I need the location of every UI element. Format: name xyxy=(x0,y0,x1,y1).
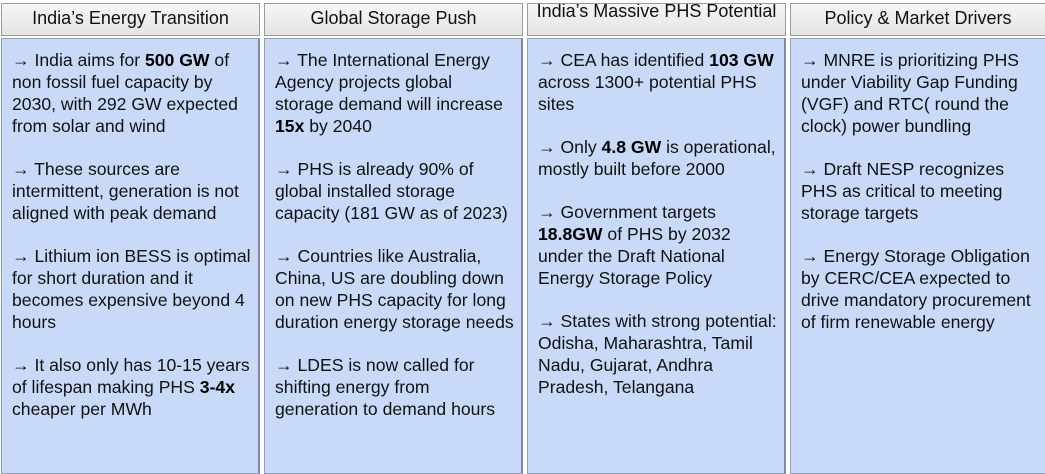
bullet-point: → Draft NESP recognizes PHS as critical … xyxy=(801,158,1040,224)
column-title: India’s Energy Transition xyxy=(32,7,229,28)
point-text: → The International Energy Agency projec… xyxy=(275,50,503,114)
point-text: across 1300+ potential PHS sites xyxy=(538,72,757,114)
bullet-point: → Government targets 18.8GW of PHS by 20… xyxy=(538,201,778,289)
column-body: → MNRE is prioritizing PHS under Viabili… xyxy=(790,38,1045,474)
point-text: → These sources are intermittent, genera… xyxy=(12,159,239,223)
point-text: → States with strong potential: Odisha, … xyxy=(538,311,777,397)
point-highlight: 15x xyxy=(275,116,305,136)
bullet-point: → Only 4.8 GW is operational, mostly bui… xyxy=(538,136,778,180)
point-highlight: 4.8 GW xyxy=(601,137,662,157)
bullet-point: → It also only has 10-15 years of lifesp… xyxy=(12,354,252,420)
point-text: → Only xyxy=(538,137,602,157)
point-highlight: 500 GW xyxy=(144,50,210,70)
bullet-point: → The International Energy Agency projec… xyxy=(275,49,515,137)
column-phs-potential: India’s Massive PHS Potential → CEA has … xyxy=(527,3,786,474)
column-header: India’s Massive PHS Potential xyxy=(527,3,786,36)
point-text: by 2040 xyxy=(304,116,372,136)
bullet-point: → These sources are intermittent, genera… xyxy=(12,158,252,224)
bullet-point: → Countries like Australia, China, US ar… xyxy=(275,245,515,333)
point-text: → CEA has identified xyxy=(538,50,710,70)
column-body: → CEA has identified 103 GW across 1300+… xyxy=(527,38,786,474)
bullet-point: → States with strong potential: Odisha, … xyxy=(538,310,778,398)
column-energy-transition: India’s Energy Transition → India aims f… xyxy=(1,3,260,474)
bullet-point: → PHS is already 90% of global installed… xyxy=(275,158,515,224)
point-text: → MNRE is prioritizing PHS under Viabili… xyxy=(801,50,1020,136)
column-policy-drivers: Policy & Market Drivers → MNRE is priori… xyxy=(790,3,1045,474)
point-text: is operational, mostly built before 2000 xyxy=(538,137,776,179)
point-text: → Government targets xyxy=(538,202,716,222)
bullet-point: → MNRE is prioritizing PHS under Viabili… xyxy=(801,49,1040,137)
point-text: → India aims for xyxy=(12,50,145,70)
point-text: → It also only has 10-15 years of lifesp… xyxy=(12,355,250,397)
point-text: cheaper per MWh xyxy=(12,399,152,419)
point-highlight: 103 GW xyxy=(709,50,774,70)
bullet-point: → Lithium ion BESS is optimal for short … xyxy=(12,245,252,333)
column-title: India’s Massive PHS Potential xyxy=(536,3,777,21)
point-text: of non fossil fuel capacity by 2030, wit… xyxy=(12,50,238,136)
bullet-point: → CEA has identified 103 GW across 1300+… xyxy=(538,49,778,115)
bullet-point: → India aims for 500 GW of non fossil fu… xyxy=(12,49,252,137)
column-header: Policy & Market Drivers xyxy=(790,3,1045,36)
column-header: India’s Energy Transition xyxy=(1,3,260,36)
column-body: → India aims for 500 GW of non fossil fu… xyxy=(1,38,260,474)
bullet-point: → LDES is now called for shifting energy… xyxy=(275,354,515,420)
point-highlight: 3-4x xyxy=(199,377,235,397)
column-global-storage: Global Storage Push → The International … xyxy=(264,3,523,474)
point-highlight: 18.8GW xyxy=(538,224,603,244)
point-text: → Energy Storage Obligation by CERC/CEA … xyxy=(801,246,1031,332)
column-body: → The International Energy Agency projec… xyxy=(264,38,523,474)
column-header: Global Storage Push xyxy=(264,3,523,36)
column-title: Global Storage Push xyxy=(310,7,477,28)
point-text: → PHS is already 90% of global installed… xyxy=(275,159,508,223)
point-text: → LDES is now called for shifting energy… xyxy=(275,355,496,419)
column-title: Policy & Market Drivers xyxy=(824,7,1012,28)
point-text: → Countries like Australia, China, US ar… xyxy=(275,246,514,332)
point-text: → Lithium ion BESS is optimal for short … xyxy=(12,246,251,332)
point-text: → Draft NESP recognizes PHS as critical … xyxy=(801,159,1005,223)
bullet-point: → Energy Storage Obligation by CERC/CEA … xyxy=(801,245,1040,333)
point-text: of PHS by 2032 under the Draft National … xyxy=(538,224,731,288)
